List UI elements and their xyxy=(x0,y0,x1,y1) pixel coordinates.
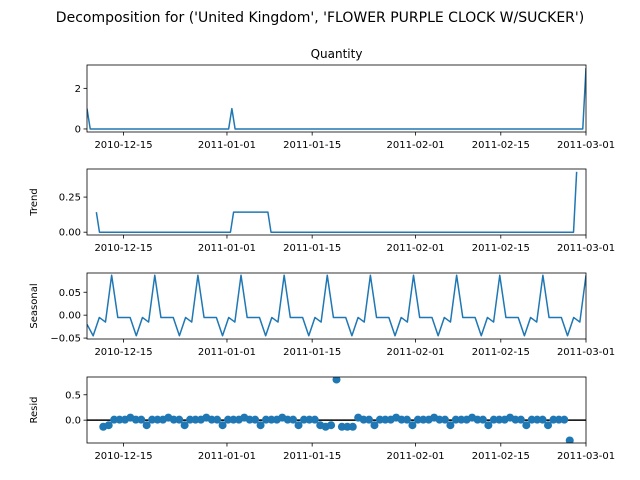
x-tick-label: 2011-01-01 xyxy=(198,451,256,462)
resid-point xyxy=(440,415,449,424)
resid-point xyxy=(310,415,319,424)
axes-frame xyxy=(86,168,587,236)
resid-point xyxy=(516,415,525,424)
x-tick-label: 2011-02-01 xyxy=(387,451,445,462)
resid-point xyxy=(522,421,531,430)
resid-point xyxy=(213,415,222,424)
resid-point xyxy=(560,415,569,424)
resid-point xyxy=(538,415,547,424)
panel-3 xyxy=(83,272,587,343)
x-tick-label: 2010-12-15 xyxy=(94,243,152,254)
series-1 xyxy=(87,68,586,130)
y-tick-label: 0 xyxy=(75,124,81,135)
x-tick-label: 2011-02-15 xyxy=(472,451,530,462)
y-tick-label: 0.5 xyxy=(65,390,81,401)
axes-frame xyxy=(86,272,587,340)
y-tick-label: −0.05 xyxy=(50,334,81,345)
resid-point xyxy=(218,421,227,430)
y-axis-label: Trend xyxy=(29,188,40,216)
resid-point xyxy=(327,421,336,430)
resid-point xyxy=(332,377,341,384)
x-tick-label: 2011-03-01 xyxy=(557,243,615,254)
series-line xyxy=(87,274,586,337)
series-3 xyxy=(87,274,586,337)
resid-point xyxy=(446,421,455,430)
x-tick-label: 2010-12-15 xyxy=(94,140,152,151)
resid-point xyxy=(403,415,412,424)
axes-frame xyxy=(86,64,587,133)
panel-2 xyxy=(83,168,587,239)
x-tick-label: 2011-01-15 xyxy=(283,243,341,254)
resid-point xyxy=(251,415,260,424)
resid-point xyxy=(289,415,298,424)
y-tick-label: 0.0 xyxy=(65,416,81,427)
x-tick-label: 2011-03-01 xyxy=(557,140,615,151)
resid-point xyxy=(478,415,487,424)
x-tick-label: 2011-03-01 xyxy=(557,451,615,462)
resid-point xyxy=(365,415,374,424)
resid-point xyxy=(348,422,357,431)
series-4 xyxy=(99,377,574,443)
x-tick-label: 2011-01-01 xyxy=(198,347,256,358)
x-tick-label: 2011-01-01 xyxy=(198,243,256,254)
x-tick-label: 2011-01-15 xyxy=(283,140,341,151)
panel-title: Quantity xyxy=(311,47,363,61)
resid-point xyxy=(256,421,265,430)
y-tick-label: 0.00 xyxy=(59,228,81,239)
x-tick-label: 2010-12-15 xyxy=(94,451,152,462)
x-tick-label: 2011-02-15 xyxy=(472,243,530,254)
resid-point xyxy=(180,421,189,430)
y-tick-label: 2 xyxy=(75,84,81,95)
x-tick-label: 2011-01-15 xyxy=(283,347,341,358)
resid-point xyxy=(104,421,113,430)
x-tick-label: 2011-02-15 xyxy=(472,140,530,151)
axes-frame xyxy=(86,376,587,444)
resid-point xyxy=(370,421,379,430)
y-tick-label: 0.00 xyxy=(59,311,81,322)
x-tick-label: 2011-02-01 xyxy=(387,140,445,151)
resid-point xyxy=(137,415,146,424)
series-2 xyxy=(95,171,578,233)
y-axis-label: Resid xyxy=(29,397,40,424)
panel-1 xyxy=(83,64,587,136)
x-tick-label: 2011-01-01 xyxy=(198,140,256,151)
resid-point xyxy=(175,415,184,424)
resid-point xyxy=(484,421,493,430)
figure-suptitle: Decomposition for ('United Kingdom', 'FL… xyxy=(56,10,584,26)
x-tick-label: 2011-01-15 xyxy=(283,451,341,462)
resid-point xyxy=(142,421,151,430)
resid-point xyxy=(565,436,574,443)
resid-point xyxy=(408,421,417,430)
x-tick-label: 2011-02-15 xyxy=(472,347,530,358)
y-tick-label: 0.25 xyxy=(59,193,81,204)
resid-point xyxy=(294,421,303,430)
series-line xyxy=(87,68,586,130)
x-tick-label: 2011-02-01 xyxy=(387,243,445,254)
y-axis-label: Seasonal xyxy=(29,283,40,328)
resid-point xyxy=(544,421,553,430)
y-tick-label: 0.05 xyxy=(59,288,81,299)
x-tick-label: 2011-02-01 xyxy=(387,347,445,358)
series-line xyxy=(95,171,578,233)
panel-4 xyxy=(83,376,587,447)
x-tick-label: 2010-12-15 xyxy=(94,347,152,358)
x-tick-label: 2011-03-01 xyxy=(557,347,615,358)
panels: 2010-12-15 2011-01-01 2011-01-15 2011-02-01… xyxy=(29,47,615,462)
